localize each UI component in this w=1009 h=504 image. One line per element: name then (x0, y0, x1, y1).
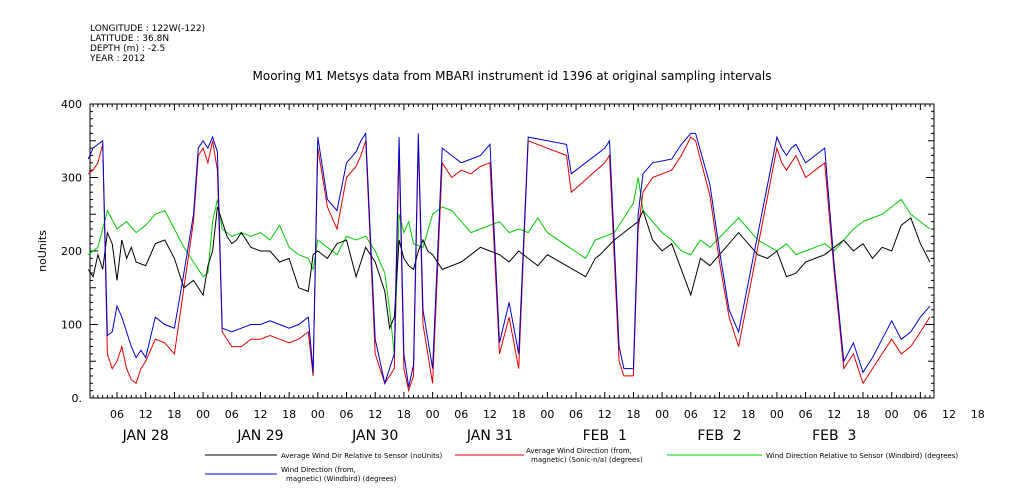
meta-longitude: LONGITUDE : 122W(-122) (90, 24, 205, 34)
x-tick-label: 12 (942, 408, 956, 421)
x-tick-label: 06 (799, 408, 813, 421)
x-day-label: JAN 29 (236, 428, 283, 444)
x-tick-label: 06 (684, 408, 698, 421)
y-tick-label: 0. (72, 392, 83, 405)
x-tick-label: 06 (454, 408, 468, 421)
x-axis: 06 12 18 00 06 12 18 00 06 12 18 00 06 12 18 00 06 12 18 00… (92, 104, 985, 444)
x-tick-label: 18 (167, 408, 181, 421)
series-green-line (87, 177, 931, 354)
legend-item-green: Wind Direction Relative to Sensor (Windb… (667, 452, 958, 460)
x-tick-label: 12 (713, 408, 727, 421)
legend-label-black: Average Wind Dir Relative to Sensor (noU… (281, 452, 442, 460)
legend-label-blue-line2: magnetic) (Windbird) (degrees) (286, 475, 397, 483)
x-tick-label: 06 (913, 408, 927, 421)
series-black-line (87, 206, 931, 331)
x-day-label: JAN 30 (351, 428, 398, 444)
x-day-label: FEB 1 (583, 428, 627, 444)
x-tick-label: 18 (282, 408, 296, 421)
legend-item-red: Average Wind Direction (from, magnetic) … (455, 447, 643, 464)
chart-title: Mooring M1 Metsys data from MBARI instru… (253, 69, 772, 83)
x-tick-label: 00 (540, 408, 554, 421)
x-tick-label: 18 (971, 408, 985, 421)
legend-item-blue: Wind Direction (from, magnetic) (Windbir… (205, 466, 397, 483)
x-tick-label: 12 (483, 408, 497, 421)
x-tick-label: 06 (569, 408, 583, 421)
x-tick-label: 00 (655, 408, 669, 421)
legend-label-blue-line1: Wind Direction (from, (281, 466, 356, 474)
x-tick-label: 00 (770, 408, 784, 421)
y-tick-label: 300 (61, 172, 82, 185)
x-tick-label: 12 (827, 408, 841, 421)
x-tick-label: 12 (368, 408, 382, 421)
x-tick-label: 18 (856, 408, 870, 421)
y-tick-label: 100 (61, 319, 82, 332)
meta-depth: DEPTH (m) : -2.5 (90, 44, 165, 54)
x-day-label: FEB 2 (697, 428, 741, 444)
x-tick-label: 00 (196, 408, 210, 421)
x-day-label: JAN 31 (466, 428, 513, 444)
x-tick-label: 06 (225, 408, 239, 421)
x-day-label: FEB 3 (812, 428, 856, 444)
legend-label-red-line2: magnetic) (Sonic-n/a) (degrees) (531, 456, 643, 464)
x-tick-label: 00 (885, 408, 899, 421)
legend-label-red-line1: Average Wind Direction (from, (526, 447, 632, 455)
legend-label-green: Wind Direction Relative to Sensor (Windb… (766, 452, 958, 460)
meta-latitude: LATITUDE : 36.8N (90, 34, 169, 44)
y-tick-label: 200 (61, 245, 82, 258)
y-axis-label: noUnits (36, 230, 49, 272)
x-day-label: JAN 28 (122, 428, 169, 444)
series-layer (87, 131, 931, 393)
x-tick-label: 06 (110, 408, 124, 421)
x-tick-label: 12 (253, 408, 267, 421)
x-tick-label: 18 (397, 408, 411, 421)
y-tick-label: 400 (61, 98, 82, 111)
x-tick-label: 18 (512, 408, 526, 421)
legend: Average Wind Dir Relative to Sensor (noU… (205, 447, 958, 483)
metadata-block: LONGITUDE : 122W(-122) LATITUDE : 36.8N … (89, 24, 205, 64)
y-axis: 0. 100 200 300 400 (61, 98, 934, 405)
legend-item-black: Average Wind Dir Relative to Sensor (noU… (205, 452, 442, 460)
series-blue-line (87, 131, 931, 388)
x-tick-label: 18 (741, 408, 755, 421)
meta-year: YEAR : 2012 (89, 54, 145, 64)
x-tick-label: 06 (340, 408, 354, 421)
x-tick-label: 12 (598, 408, 612, 421)
x-tick-label: 12 (139, 408, 153, 421)
x-tick-label: 00 (426, 408, 440, 421)
x-tick-label: 18 (626, 408, 640, 421)
x-tick-label: 00 (311, 408, 325, 421)
